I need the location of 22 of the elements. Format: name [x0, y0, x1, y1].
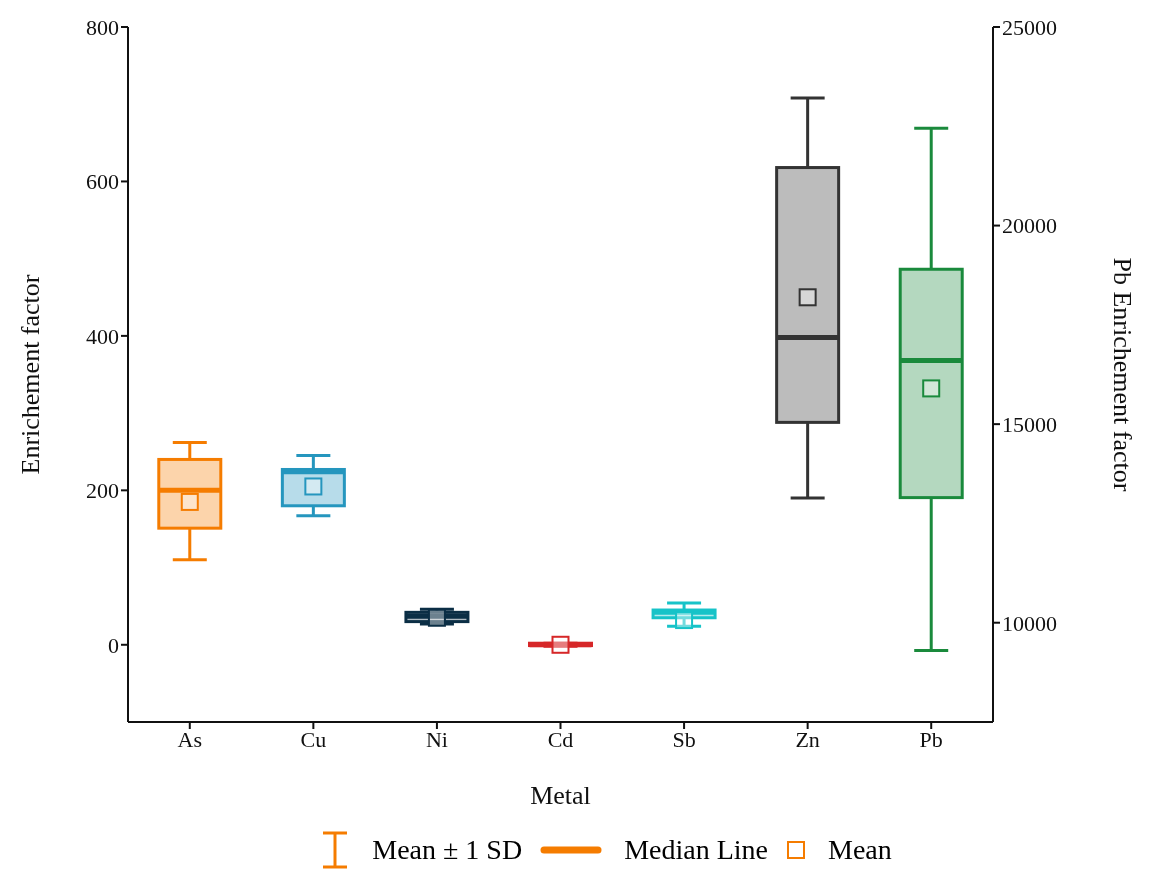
y-tick-label: 0: [108, 632, 119, 658]
y-tick-label: 200: [86, 478, 119, 504]
x-axis-title: Metal: [530, 781, 591, 810]
x-tick-label: Ni: [425, 726, 448, 752]
y2-axis-title: Pb Enrichement factor: [1107, 257, 1137, 492]
x-tick-label: Sb: [672, 726, 696, 752]
y-tick-label: 400: [86, 323, 119, 349]
y2-tick-label: 15000: [1002, 411, 1057, 437]
x-tick-label: Zn: [795, 726, 820, 752]
text: Median Line: [624, 834, 768, 866]
x-tick-label: Pb: [919, 726, 943, 752]
y2-tick-label: 10000: [1002, 610, 1057, 636]
y-axis-title: Enrichement factor: [16, 274, 46, 475]
x-tick-label: As: [177, 726, 203, 752]
y2-tick-label: 25000: [1002, 14, 1057, 40]
y-tick-label: 800: [86, 14, 119, 40]
y2-tick-label: 20000: [1002, 213, 1057, 239]
y-tick-label: 600: [86, 169, 119, 195]
x-tick-label: Cu: [300, 726, 327, 752]
text: Mean ± 1 SD: [372, 834, 523, 866]
text: Mean: [828, 834, 892, 866]
x-tick-label: Cd: [547, 726, 574, 752]
